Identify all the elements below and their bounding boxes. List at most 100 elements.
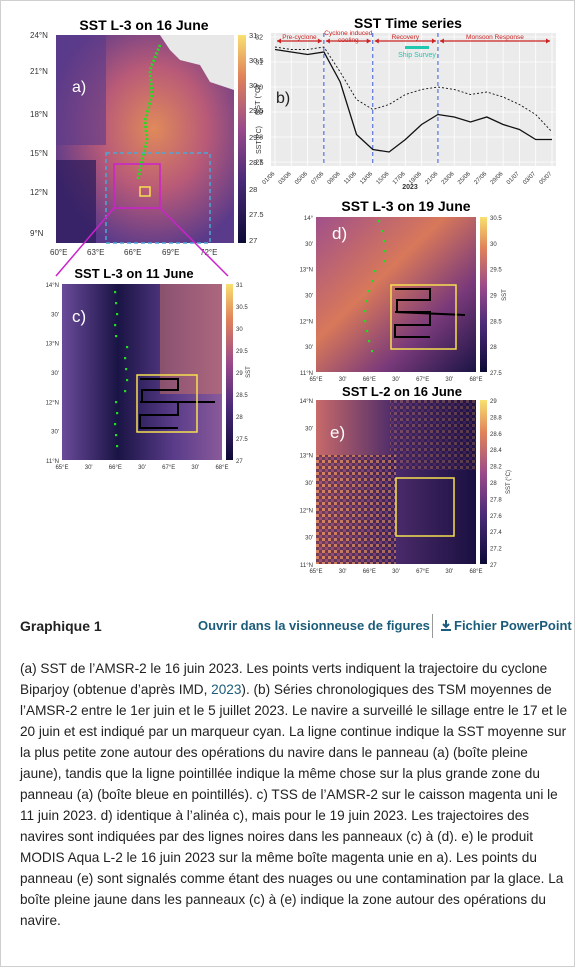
- panel-b-ylabel: SST (°C): [253, 85, 262, 115]
- cyclone-track-point: [115, 335, 118, 338]
- lon-tick-label: 66°E: [109, 465, 122, 471]
- colorbar-tick-label: 28.8: [490, 415, 502, 421]
- x-tick-label: 23/06: [441, 171, 456, 186]
- ship-track-c: [139, 378, 215, 429]
- colorbar-tick-label: 28: [490, 481, 497, 487]
- svg-text:15°N: 15°N: [30, 149, 48, 158]
- cyclone-track-point: [114, 324, 117, 327]
- cyclone-track-point: [383, 240, 386, 243]
- panel-b: SST Time series Pre-cyclone Cyclone induc…: [253, 15, 556, 191]
- x-tick-label: 07/06: [310, 171, 325, 186]
- svg-text:28: 28: [249, 185, 257, 194]
- colorbar-tick-label: 27: [236, 459, 243, 465]
- colorbar-tick-label: 29: [236, 371, 243, 377]
- lat-tick-label: 11°N: [300, 563, 313, 569]
- ship-zone-d: [390, 284, 457, 350]
- lat-tick-label: 30': [51, 430, 59, 436]
- panel-b-xlabel: 2023: [402, 184, 418, 191]
- svg-text:24°N: 24°N: [30, 31, 48, 40]
- panel-e: SST L-2 on 16 June e) 14°N 30' 13°N 30' 12°N…: [300, 384, 512, 575]
- svg-text:30: 30: [249, 81, 257, 90]
- lon-tick-label: 30': [339, 569, 347, 575]
- panel-a-title: SST L-3 on 16 June: [79, 17, 208, 33]
- cyclone-track-point: [374, 270, 377, 273]
- zoom-connector-right: [159, 207, 229, 277]
- x-tick-label: 29/06: [490, 171, 505, 186]
- colorbar-tick-label: 29.5: [490, 268, 502, 274]
- panel-c-title: SST L-3 on 11 June: [74, 266, 193, 281]
- cyclone-track: [136, 44, 162, 181]
- lon-tick-label: 30': [445, 377, 453, 383]
- panel-a: SST L-3 on 16 June a) 24°N 21°N 18°N 15°…: [30, 17, 264, 257]
- cyclone-track-point: [126, 346, 129, 349]
- caption-header: Graphique 1 Ouvrir dans la visionneuse d…: [20, 612, 572, 640]
- x-tick-label: 03/06: [278, 171, 293, 186]
- lat-tick-label: 11°N: [46, 459, 59, 465]
- lon-tick-label: 67°E: [416, 569, 429, 575]
- lon-tick-label: 67°E: [162, 465, 175, 471]
- lat-tick-label: 13°N: [300, 268, 313, 274]
- colorbar-tick-label: 28.5: [490, 319, 502, 325]
- y-tick-label: 27: [255, 160, 263, 167]
- colorbar-tick-label: 27.5: [490, 371, 502, 377]
- panel-c-letter: c): [72, 307, 86, 326]
- lat-tick-label: 14°: [304, 216, 314, 222]
- cyclone-track-point: [116, 412, 119, 415]
- colorbar-tick-label: 29: [490, 399, 497, 405]
- lat-tick-label: 12°N: [300, 508, 313, 514]
- cyclone-track-point: [364, 320, 367, 323]
- ship-zone-e: [395, 477, 455, 537]
- lon-tick-label: 30': [392, 569, 400, 575]
- lat-tick-label: 30': [305, 481, 313, 487]
- svg-text:60°E: 60°E: [50, 248, 67, 257]
- panel-e-letter: e): [330, 423, 345, 442]
- colorbar-tick-label: 27.2: [490, 547, 502, 553]
- lon-tick-label: 68°E: [469, 569, 482, 575]
- svg-text:69°E: 69°E: [162, 248, 179, 257]
- lat-tick-label: 30': [305, 536, 313, 542]
- svg-text:SST: SST: [246, 366, 252, 378]
- lon-tick-label: 65°E: [309, 377, 322, 383]
- lon-tick-label: 30': [392, 377, 400, 383]
- svg-text:SST: SST: [502, 289, 508, 301]
- svg-text:SST (°C): SST (°C): [255, 126, 263, 154]
- lat-tick-label: 13°N: [46, 342, 59, 348]
- colorbar-tick-label: 28.6: [490, 432, 502, 438]
- cyclone-track-point: [126, 379, 129, 382]
- colorbar-tick-label: 30.5: [490, 216, 502, 222]
- cyclone-track-point: [115, 401, 118, 404]
- panel-e-title: SST L-2 on 16 June: [342, 384, 462, 399]
- lat-tick-label: 12°N: [46, 400, 59, 406]
- colorbar-tick-label: 28: [236, 415, 243, 421]
- x-tick-label: 03/07: [522, 171, 537, 186]
- cyclone-track-point: [368, 340, 371, 343]
- colorbar-tick-label: 28: [490, 345, 497, 351]
- powerpoint-download-link[interactable]: Fichier PowerPoint: [440, 618, 572, 633]
- colorbar-tick-label: 27.4: [490, 530, 502, 536]
- open-figure-viewer-link[interactable]: Ouvrir dans la visionneuse de figures: [198, 618, 430, 633]
- panel-d: SST L-3 on 19 June d) 14° 30' 13°N 30' 12°N 3…: [300, 198, 508, 383]
- figure-image[interactable]: SST L-3 on 16 June a) 24°N 21°N 18°N 15°…: [10, 10, 565, 590]
- cyclone-track-point: [381, 230, 384, 233]
- panel-d-map: [316, 217, 476, 372]
- reference-year-link[interactable]: 2023: [211, 682, 242, 697]
- svg-text:66°E: 66°E: [124, 248, 141, 257]
- panel-c: SST L-3 on 11 June c) 14°N 30' 13°N 30' 12°N…: [46, 266, 252, 471]
- cyclone-track-point: [114, 423, 117, 426]
- svg-text:63°E: 63°E: [87, 248, 104, 257]
- figure-label: Graphique 1: [20, 618, 102, 634]
- x-tick-label: 09/06: [327, 171, 342, 186]
- y-tick-label: 32: [255, 35, 263, 42]
- svg-text:21°N: 21°N: [30, 67, 48, 76]
- colorbar-tick-label: 28.5: [236, 393, 248, 399]
- panel-b-title: SST Time series: [354, 15, 462, 31]
- x-tick-label: 05/06: [294, 171, 309, 186]
- figure-caption: (a) SST de l’AMSR-2 le 16 juin 2023. Les…: [20, 661, 568, 928]
- lon-tick-label: 68°E: [469, 377, 482, 383]
- svg-text:29: 29: [249, 133, 257, 142]
- colorbar-tick-label: 27.6: [490, 514, 502, 520]
- phase-label: Monsoon Response: [466, 34, 524, 41]
- cyclone-track-point: [115, 434, 118, 437]
- cyclone-track-point: [365, 300, 368, 303]
- lon-tick-label: 66°E: [363, 569, 376, 575]
